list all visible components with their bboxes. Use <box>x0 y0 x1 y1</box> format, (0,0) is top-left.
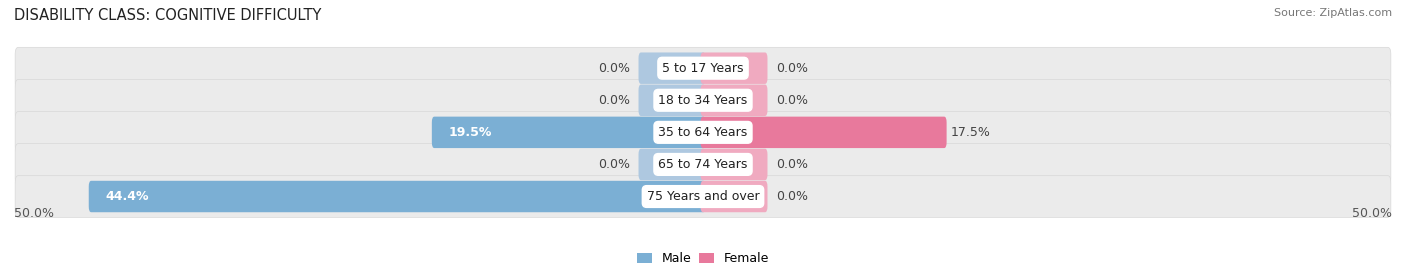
Text: 18 to 34 Years: 18 to 34 Years <box>658 94 748 107</box>
Text: 19.5%: 19.5% <box>449 126 492 139</box>
FancyBboxPatch shape <box>15 79 1391 121</box>
FancyBboxPatch shape <box>89 181 706 212</box>
FancyBboxPatch shape <box>700 149 768 180</box>
Text: 0.0%: 0.0% <box>776 62 808 75</box>
FancyBboxPatch shape <box>15 47 1391 89</box>
Text: 0.0%: 0.0% <box>598 158 630 171</box>
Text: Source: ZipAtlas.com: Source: ZipAtlas.com <box>1274 8 1392 18</box>
Text: 0.0%: 0.0% <box>598 94 630 107</box>
Text: 0.0%: 0.0% <box>776 190 808 203</box>
Text: 44.4%: 44.4% <box>105 190 149 203</box>
Text: 65 to 74 Years: 65 to 74 Years <box>658 158 748 171</box>
Text: 0.0%: 0.0% <box>776 158 808 171</box>
FancyBboxPatch shape <box>700 84 768 116</box>
FancyBboxPatch shape <box>700 52 768 84</box>
FancyBboxPatch shape <box>15 144 1391 185</box>
Text: 50.0%: 50.0% <box>1353 207 1392 220</box>
Text: DISABILITY CLASS: COGNITIVE DIFFICULTY: DISABILITY CLASS: COGNITIVE DIFFICULTY <box>14 8 322 23</box>
Text: 0.0%: 0.0% <box>598 62 630 75</box>
FancyBboxPatch shape <box>638 84 706 116</box>
FancyBboxPatch shape <box>638 52 706 84</box>
Text: 0.0%: 0.0% <box>776 94 808 107</box>
Text: 75 Years and over: 75 Years and over <box>647 190 759 203</box>
FancyBboxPatch shape <box>15 111 1391 153</box>
FancyBboxPatch shape <box>700 181 768 212</box>
Legend: Male, Female: Male, Female <box>631 247 775 269</box>
FancyBboxPatch shape <box>432 117 706 148</box>
FancyBboxPatch shape <box>638 149 706 180</box>
Text: 50.0%: 50.0% <box>14 207 53 220</box>
Text: 5 to 17 Years: 5 to 17 Years <box>662 62 744 75</box>
FancyBboxPatch shape <box>15 176 1391 217</box>
Text: 17.5%: 17.5% <box>950 126 991 139</box>
FancyBboxPatch shape <box>700 117 946 148</box>
Text: 35 to 64 Years: 35 to 64 Years <box>658 126 748 139</box>
